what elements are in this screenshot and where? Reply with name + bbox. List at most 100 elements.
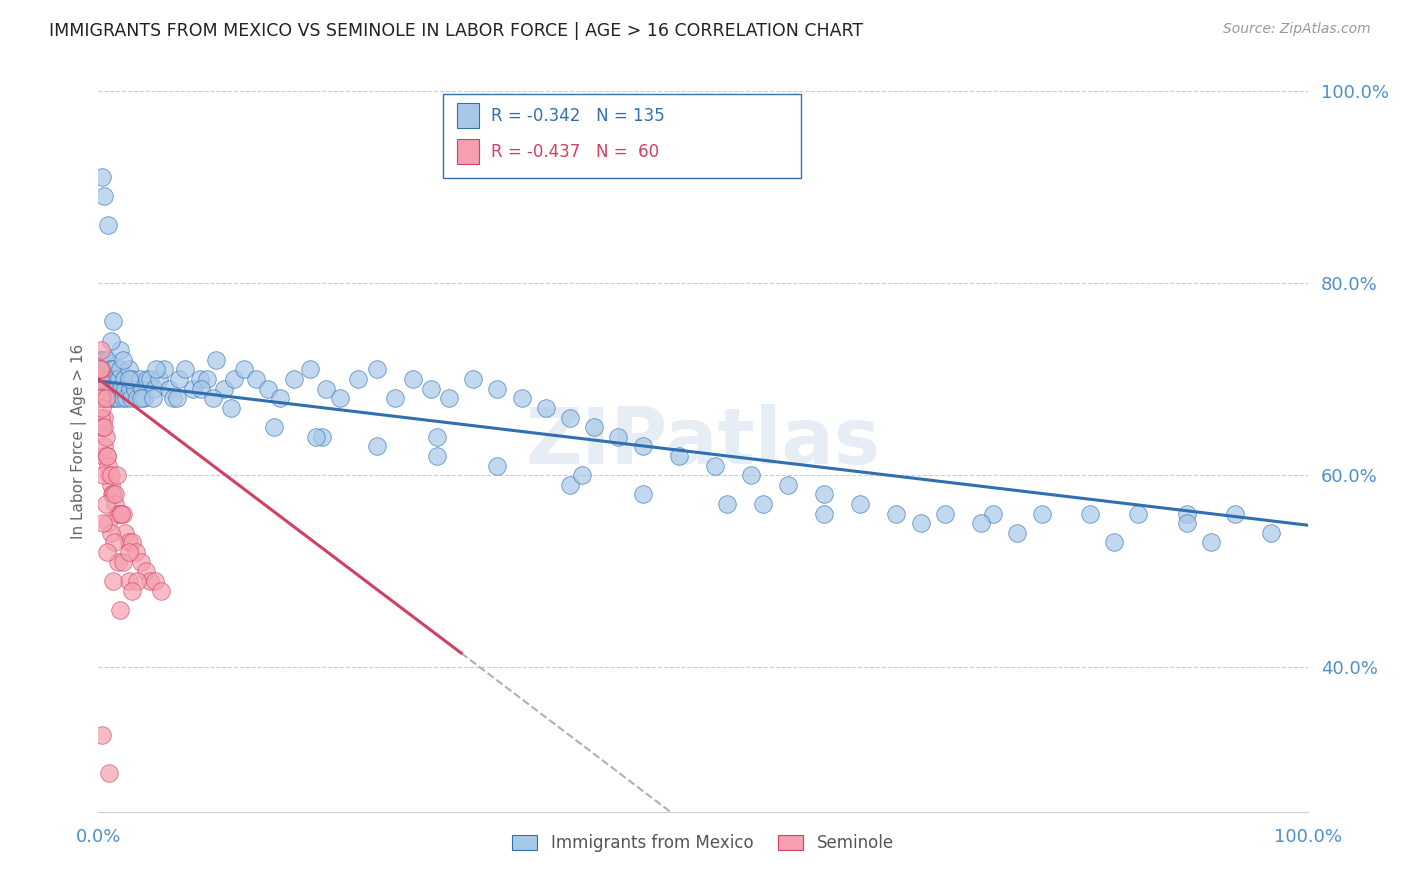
Point: [98, 766, 121, 780]
Point: [190, 382, 212, 396]
Point: [263, 420, 285, 434]
Point: [89, 391, 111, 405]
Point: [96, 362, 118, 376]
Text: ZIPatlas: ZIPatlas: [526, 403, 880, 480]
Point: [118, 545, 141, 559]
Point: [100, 382, 122, 396]
Point: [426, 430, 449, 444]
Point: [103, 372, 125, 386]
Point: [143, 382, 166, 396]
Point: [232, 362, 254, 376]
Point: [100, 372, 122, 386]
Point: [100, 468, 122, 483]
Point: [97, 458, 120, 473]
Point: [202, 391, 225, 405]
Point: [118, 574, 141, 588]
Point: [93, 420, 115, 434]
Point: [120, 391, 142, 405]
Point: [347, 372, 370, 386]
Point: [91, 516, 114, 531]
Point: [112, 372, 135, 386]
Point: [128, 372, 150, 386]
Point: [124, 382, 146, 396]
Point: [104, 497, 127, 511]
Point: [115, 391, 138, 405]
Point: [111, 391, 134, 405]
Point: [114, 525, 136, 540]
Point: [583, 420, 606, 434]
Point: [384, 391, 406, 405]
Point: [1031, 507, 1053, 521]
Point: [813, 487, 835, 501]
Point: [91, 391, 114, 405]
Point: [100, 525, 122, 540]
Point: [101, 574, 124, 588]
Point: [305, 430, 328, 444]
Point: [558, 478, 581, 492]
Point: [981, 507, 1004, 521]
Point: [135, 372, 157, 386]
Point: [118, 362, 141, 376]
Point: [283, 372, 305, 386]
Point: [534, 401, 557, 415]
Point: [91, 362, 114, 376]
Point: [221, 401, 243, 415]
Point: [486, 458, 509, 473]
Point: [174, 362, 197, 376]
Point: [108, 372, 131, 386]
Point: [740, 468, 762, 483]
Point: [98, 391, 121, 405]
Point: [91, 468, 114, 483]
Point: [152, 362, 174, 376]
Point: [111, 352, 134, 367]
Point: [89, 372, 111, 386]
Point: [90, 391, 112, 405]
Point: [93, 372, 115, 386]
Point: [100, 362, 122, 376]
Point: [108, 362, 131, 376]
Point: [139, 372, 162, 386]
Point: [90, 410, 112, 425]
Point: [131, 382, 153, 396]
Point: [256, 382, 278, 396]
Point: [1078, 507, 1101, 521]
Point: [366, 439, 388, 453]
Point: [108, 507, 131, 521]
Point: [89, 372, 111, 386]
Point: [97, 516, 120, 531]
Point: [91, 362, 114, 376]
Point: [107, 555, 129, 569]
Point: [108, 343, 131, 358]
Point: [93, 410, 115, 425]
Point: [108, 603, 131, 617]
Point: [118, 535, 141, 549]
Point: [631, 439, 654, 453]
Point: [437, 391, 460, 405]
Point: [166, 391, 188, 405]
Point: [148, 372, 170, 386]
Point: [93, 391, 115, 405]
Point: [162, 391, 184, 405]
Point: [127, 574, 149, 588]
Point: [212, 382, 235, 396]
Point: [139, 574, 162, 588]
Point: [114, 382, 136, 396]
Point: [311, 430, 333, 444]
Point: [1102, 535, 1125, 549]
Point: [93, 439, 115, 453]
Point: [110, 382, 132, 396]
Point: [134, 391, 156, 405]
Point: [100, 334, 122, 348]
Point: [101, 382, 124, 396]
Point: [813, 507, 835, 521]
Point: [90, 391, 112, 405]
Point: [107, 507, 129, 521]
Point: [1260, 525, 1282, 540]
Y-axis label: In Labor Force | Age > 16: In Labor Force | Age > 16: [72, 344, 87, 539]
Point: [103, 535, 125, 549]
Point: [111, 507, 134, 521]
Text: R = -0.342   N = 135: R = -0.342 N = 135: [491, 107, 665, 125]
Point: [222, 372, 245, 386]
Point: [91, 420, 114, 434]
Point: [94, 430, 117, 444]
